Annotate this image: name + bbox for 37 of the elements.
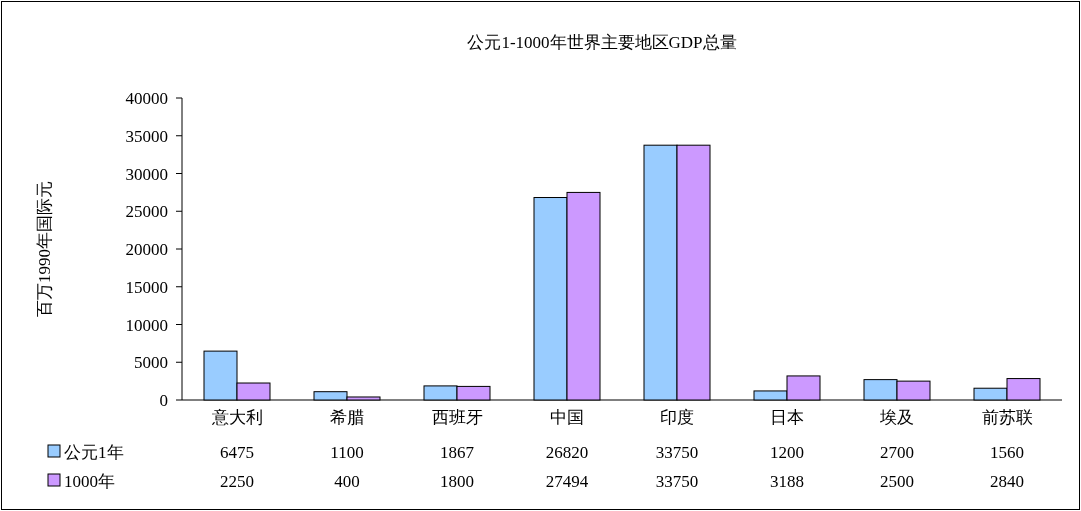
data-label: 2250: [220, 472, 254, 491]
x-tick-label: 前苏联: [981, 408, 1033, 427]
data-label: 33750: [655, 443, 699, 462]
y-tick-label: 40000: [125, 89, 168, 108]
x-tick-label: 中国: [550, 408, 584, 427]
x-tick-label: 埃及: [879, 408, 914, 427]
data-label: 3188: [770, 472, 804, 491]
chart-title: 公元1-1000年世界主要地区GDP总量: [467, 33, 737, 52]
x-tick-label: 印度: [660, 408, 694, 427]
x-tick-label: 日本: [770, 408, 804, 427]
data-label: 1800: [440, 472, 474, 491]
y-tick-label: 30000: [125, 164, 168, 184]
x-tick-label: 希腊: [330, 408, 364, 427]
data-label: 33750: [655, 472, 699, 491]
legend-label: 公元1年: [64, 443, 124, 462]
y-tick-label: 35000: [125, 126, 168, 146]
data-label: 1867: [440, 443, 475, 462]
x-tick-label: 西班牙: [431, 408, 483, 427]
y-tick-label: 5000: [134, 353, 168, 373]
data-label: 2840: [990, 472, 1024, 491]
data-label: 1100: [330, 443, 364, 462]
data-label: 1200: [770, 443, 804, 462]
y-tick-label: 10000: [125, 315, 168, 335]
x-tick-label: 意大利: [210, 408, 263, 427]
data-label: 2700: [880, 443, 914, 462]
data-label: 2500: [880, 472, 914, 491]
legend-label: 1000年: [64, 472, 115, 491]
y-tick-label: 20000: [125, 240, 168, 259]
y-tick-label: 25000: [125, 202, 168, 222]
data-label: 1560: [990, 443, 1024, 462]
y-axis-title: 百万1990年国际元: [35, 181, 54, 317]
y-tick-label: 0: [159, 391, 168, 410]
data-label: 27494: [545, 472, 589, 491]
data-label: 26820: [545, 443, 589, 462]
data-label: 6475: [220, 443, 254, 462]
y-tick-label: 15000: [125, 277, 168, 297]
data-label: 400: [334, 472, 360, 491]
